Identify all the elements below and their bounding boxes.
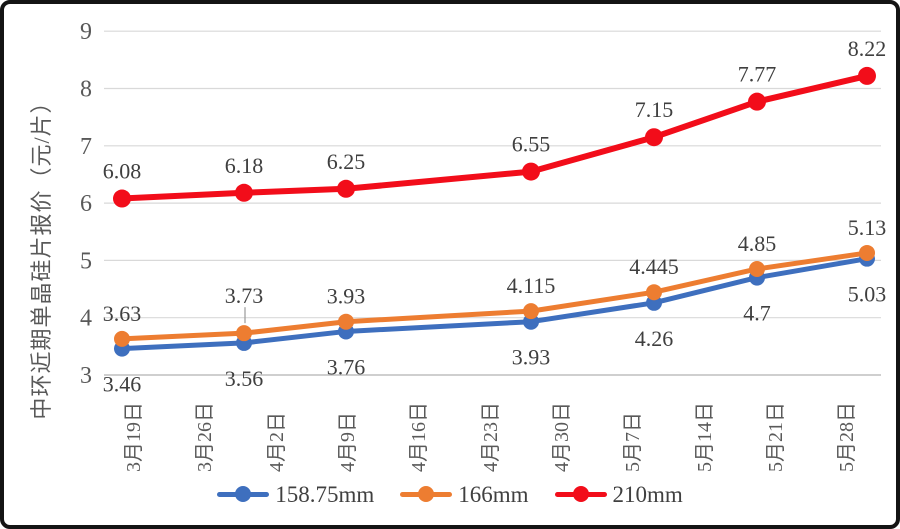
- data-label-210mm: 7.77: [738, 62, 777, 87]
- data-label-158.75mm: 3.93: [512, 345, 551, 370]
- data-label-158.75mm: 4.7: [743, 301, 771, 326]
- data-label-158.75mm: 5.03: [848, 282, 887, 307]
- data-point-166mm: [114, 330, 130, 347]
- legend-label: 166mm: [458, 481, 529, 507]
- data-label-166mm: 3.93: [327, 284, 366, 309]
- y-tick-label: 7: [80, 134, 92, 160]
- legend-dot-icon: [235, 486, 252, 502]
- x-tick-label: 5月7日: [622, 412, 644, 472]
- y-tick-label: 6: [80, 191, 92, 217]
- data-label-210mm: 6.25: [327, 149, 366, 174]
- y-axis-title: 中环近期单晶硅片报价（元/片）: [29, 90, 54, 420]
- data-label-166mm: 3.73: [225, 283, 264, 308]
- data-point-166mm: [338, 313, 354, 330]
- data-label-158.75mm: 3.56: [225, 366, 264, 391]
- data-point-210mm: [645, 128, 663, 147]
- data-point-166mm: [749, 260, 765, 277]
- x-tick-label: 5月28日: [836, 402, 858, 472]
- legend-item-166mm: 166mm: [400, 481, 529, 507]
- y-tick-label: 8: [80, 77, 92, 103]
- y-tick-label: 5: [80, 248, 92, 274]
- data-label-166mm: 3.63: [103, 301, 142, 326]
- y-tick-label: 9: [80, 19, 92, 45]
- legend-marker-icon: [217, 486, 270, 502]
- data-label-210mm: 8.22: [848, 36, 887, 61]
- data-point-210mm: [522, 162, 540, 181]
- x-tick-label: 4月23日: [480, 402, 502, 472]
- legend-item-210mm: 210mm: [554, 481, 683, 507]
- data-point-166mm: [523, 303, 539, 320]
- y-tick-label: 3: [80, 363, 92, 389]
- data-label-210mm: 7.15: [635, 97, 674, 122]
- legend-label: 210mm: [612, 481, 683, 507]
- chart-legend: 158.75mm 166mm 210mm: [4, 478, 896, 510]
- x-tick-label: 4月2日: [266, 412, 288, 472]
- data-point-210mm: [748, 92, 766, 111]
- data-label-210mm: 6.08: [103, 159, 142, 184]
- data-label-166mm: 4.445: [629, 254, 679, 279]
- x-tick-label: 5月14日: [694, 402, 716, 472]
- x-tick-label: 5月21日: [765, 402, 787, 472]
- data-label-158.75mm: 4.26: [635, 326, 674, 351]
- data-point-210mm: [858, 66, 876, 85]
- x-tick-label: 4月30日: [551, 402, 573, 472]
- x-tick-label: 4月16日: [408, 402, 430, 472]
- data-label-210mm: 6.18: [225, 153, 264, 178]
- data-point-166mm: [646, 284, 662, 301]
- legend-item-158.75mm: 158.75mm: [217, 483, 374, 506]
- x-tick-label: 3月26日: [194, 402, 216, 472]
- legend-marker-icon: [554, 486, 607, 502]
- data-point-210mm: [113, 189, 131, 208]
- legend-label: 158.75mm: [275, 481, 375, 507]
- data-label-166mm: 4.115: [507, 273, 556, 298]
- data-point-210mm: [337, 179, 355, 198]
- data-point-166mm: [236, 325, 252, 342]
- y-tick-label: 4: [80, 306, 92, 332]
- data-label-166mm: 4.85: [738, 231, 777, 256]
- line-chart-canvas: 3 4 5 6 7 8 9 3月19日 3月26日 4月2日 4月9日 4月16日 4月23日 4月30日…: [80, 19, 887, 472]
- data-label-166mm: 5.13: [848, 215, 887, 240]
- x-tick-label: 3月19日: [123, 402, 145, 472]
- data-label-158.75mm: 3.76: [327, 354, 366, 379]
- data-point-210mm: [235, 183, 253, 202]
- x-tick-label: 4月9日: [337, 412, 359, 472]
- data-label-158.75mm: 3.46: [103, 372, 142, 397]
- legend-dot-icon: [418, 486, 435, 502]
- data-label-210mm: 6.55: [512, 132, 551, 157]
- legend-dot-icon: [572, 486, 589, 502]
- data-point-166mm: [859, 244, 875, 261]
- legend-marker-icon: [400, 486, 453, 502]
